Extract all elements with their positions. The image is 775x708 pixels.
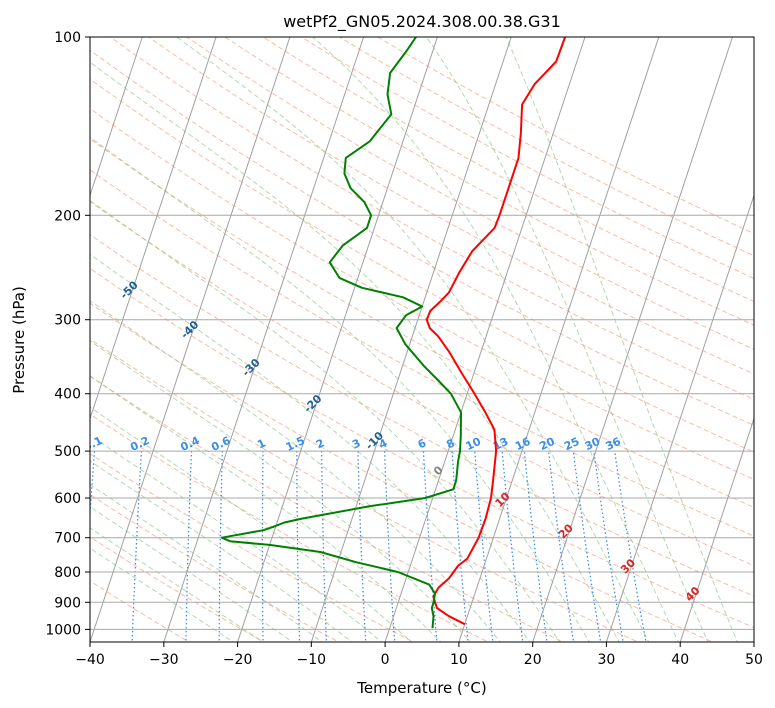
x-tick-label: −30 — [149, 652, 179, 668]
x-tick-label: 0 — [381, 652, 390, 668]
isotherms — [90, 37, 754, 642]
y-tick-label: 500 — [54, 444, 81, 460]
x-tick-label: −40 — [75, 652, 105, 668]
x-tick-label: 30 — [597, 652, 615, 668]
moist-adiabat — [176, 37, 650, 642]
isotherm — [163, 37, 365, 642]
y-tick-label: 200 — [54, 208, 81, 224]
mixing-ratio-line — [185, 451, 193, 642]
y-tick-label: 400 — [54, 387, 81, 403]
mixing-ratio-label: 36 — [604, 435, 624, 453]
x-tick-label: −10 — [297, 652, 327, 668]
moist-adiabat — [90, 300, 502, 642]
dry-adiabat — [90, 49, 754, 426]
dry-adiabat — [90, 78, 754, 453]
isotherm — [90, 37, 217, 421]
x-tick-label: 40 — [671, 652, 689, 668]
y-axis-ticks: 100 200 300 400 500 600 700 800 900 1000 — [45, 30, 90, 638]
mixing-ratio-label: 30 — [583, 435, 603, 453]
mixing-ratio-label: 20 — [537, 435, 557, 453]
temperature-profile — [425, 37, 567, 626]
x-axis-title: Temperature (°C) — [356, 679, 486, 697]
dry-adiabat — [185, 37, 754, 350]
mixing-ratio-line — [572, 451, 602, 642]
y-tick-label: 600 — [54, 491, 81, 507]
chart-title: wetPf2_GN05.2024.308.00.38.G31 — [283, 12, 561, 32]
plot-frame — [89, 36, 755, 643]
isobars — [90, 37, 754, 630]
isotherm — [90, 37, 291, 642]
y-tick-label: 300 — [54, 313, 81, 329]
mixing-ratio-line — [321, 451, 328, 642]
x-tick-label: −20 — [223, 652, 253, 668]
isotherm — [90, 37, 143, 197]
isotherm — [679, 417, 754, 642]
mixing-ratio-line — [296, 451, 301, 642]
isotherm — [605, 193, 754, 642]
mixing-ratio-line — [357, 451, 367, 642]
moist-adiabat — [425, 37, 709, 642]
sounding-profiles — [220, 37, 567, 629]
dry-adiabat — [90, 201, 754, 567]
isotherm — [532, 37, 733, 642]
dewpoint-profile — [220, 37, 462, 629]
mixing-ratio-line — [218, 451, 223, 642]
mixing-ratio-line — [261, 451, 264, 642]
x-tick-label: 20 — [524, 652, 542, 668]
isotherm — [237, 37, 438, 642]
x-axis-ticks: −40 −30 −20 −10 0 10 20 30 40 50 — [75, 642, 763, 668]
y-axis-title: Pressure (hPa) — [10, 286, 28, 394]
y-tick-label: 1000 — [45, 622, 81, 638]
x-tick-label: 50 — [745, 652, 763, 668]
dry-adiabat — [90, 169, 754, 537]
mixing-ratio-label: 10 — [464, 435, 484, 453]
y-tick-label: 800 — [54, 565, 81, 581]
y-tick-label: 700 — [54, 531, 81, 547]
moist-adiabat — [312, 37, 679, 642]
isotherm — [384, 37, 586, 642]
mixing-ratio-line — [593, 451, 624, 642]
y-tick-label: 900 — [54, 595, 81, 611]
mixing-ratio-label: 16 — [513, 435, 533, 453]
isotherm — [310, 37, 512, 642]
mixing-ratio-line — [614, 451, 647, 642]
mixing-ratio-label: 25 — [562, 435, 581, 453]
isotherm — [458, 37, 660, 642]
moist-adiabat — [505, 37, 738, 642]
y-tick-label: 100 — [54, 30, 81, 46]
x-tick-label: 10 — [450, 652, 468, 668]
dry-adiabat — [90, 234, 754, 597]
